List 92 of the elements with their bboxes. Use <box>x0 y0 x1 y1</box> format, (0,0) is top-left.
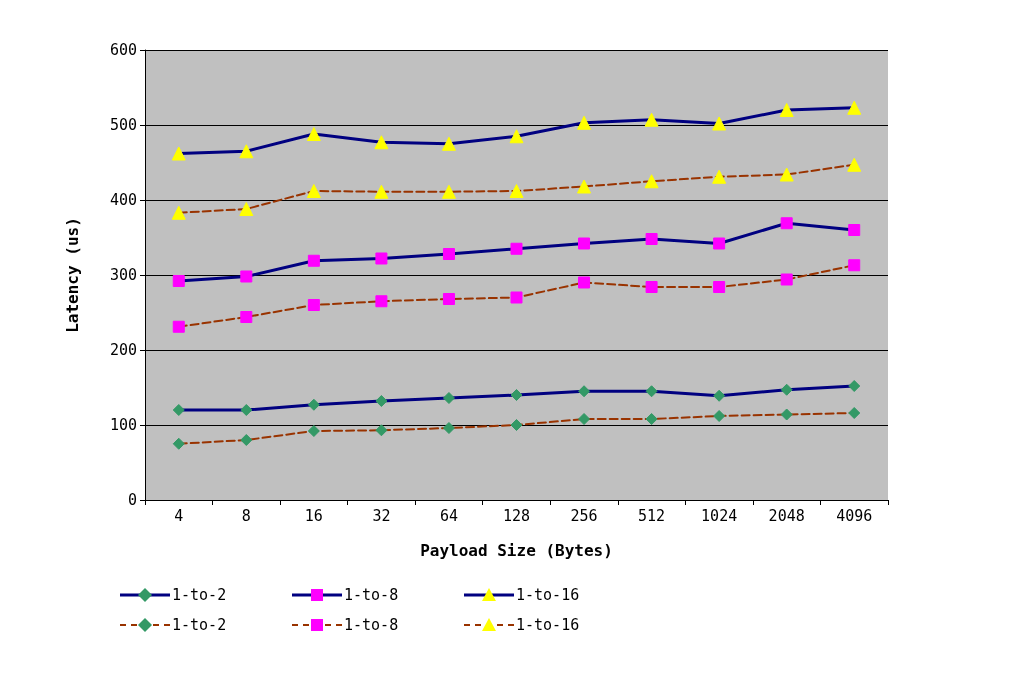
x-tick-label: 32 <box>372 506 391 525</box>
point <box>510 291 523 304</box>
point <box>510 242 523 255</box>
point <box>172 404 185 416</box>
point <box>712 169 727 184</box>
point <box>578 237 591 250</box>
point <box>240 434 253 446</box>
legend-label: 1-to-2 <box>172 616 227 634</box>
point <box>307 299 320 311</box>
legend-label: 1-to-8 <box>344 616 399 634</box>
y-tick-label: 100 <box>109 416 137 434</box>
y-axis-title: Latency (us) <box>62 217 82 333</box>
point <box>442 293 455 305</box>
point <box>171 146 186 161</box>
point <box>239 202 254 216</box>
point <box>375 252 388 265</box>
point <box>712 116 727 131</box>
point <box>644 112 659 127</box>
x-tick-label: 2048 <box>768 506 805 525</box>
point <box>577 179 592 194</box>
point <box>441 136 456 151</box>
point <box>848 259 861 272</box>
y-tick-label: 300 <box>109 266 137 284</box>
point <box>375 395 388 407</box>
point <box>375 295 388 308</box>
point <box>645 233 658 245</box>
point <box>172 275 185 287</box>
point <box>848 407 861 419</box>
point <box>442 392 455 404</box>
legend-label: 1-to-16 <box>516 586 580 604</box>
point <box>306 127 321 141</box>
point <box>578 276 591 289</box>
point <box>713 281 726 293</box>
x-tick-label: 8 <box>241 506 251 525</box>
point <box>375 424 388 437</box>
point <box>578 385 591 398</box>
point <box>442 422 455 434</box>
point <box>644 174 659 189</box>
point <box>171 205 186 220</box>
point <box>240 311 253 323</box>
point <box>510 419 523 431</box>
legend-label: 1-to-16 <box>516 616 580 634</box>
y-tick-label: 0 <box>127 491 137 509</box>
point <box>847 157 862 172</box>
point <box>510 389 523 401</box>
point <box>847 100 862 115</box>
point <box>442 248 455 260</box>
point <box>713 237 726 250</box>
point <box>374 184 389 199</box>
point <box>509 184 524 198</box>
y-tick-label: 400 <box>109 191 137 209</box>
point <box>780 383 793 396</box>
point <box>848 224 861 236</box>
point <box>172 320 185 333</box>
point <box>780 217 793 230</box>
x-tick-label: 4096 <box>836 506 873 525</box>
point <box>645 385 658 398</box>
y-tick-label: 600 <box>109 41 137 59</box>
point <box>374 135 389 150</box>
point <box>779 103 794 117</box>
point <box>306 184 321 198</box>
point <box>779 167 794 182</box>
point <box>848 380 861 392</box>
point <box>509 129 524 144</box>
point <box>240 404 253 416</box>
point <box>577 115 592 130</box>
x-tick-label: 64 <box>439 506 458 525</box>
point <box>713 389 726 402</box>
point <box>441 184 456 199</box>
x-tick-label: 128 <box>502 506 531 525</box>
point <box>307 254 320 267</box>
point <box>240 270 253 283</box>
x-tick-label: 4 <box>174 506 184 525</box>
x-tick-label: 1024 <box>701 506 738 525</box>
legend-label: 1-to-8 <box>344 586 399 604</box>
point <box>645 281 658 293</box>
point <box>645 413 658 425</box>
x-tick-label: 16 <box>304 506 323 525</box>
x-tick-label: 512 <box>638 506 666 525</box>
y-tick-label: 200 <box>109 341 137 359</box>
point <box>307 425 320 437</box>
x-tick-label: 256 <box>570 506 598 525</box>
point <box>172 437 185 450</box>
x-axis-title: Payload Size (Bytes) <box>420 540 613 560</box>
point <box>578 413 591 425</box>
point <box>239 144 254 159</box>
point <box>713 410 726 422</box>
point <box>780 408 793 421</box>
point <box>780 273 793 286</box>
y-tick-label: 500 <box>109 116 137 134</box>
legend-label: 1-to-2 <box>172 586 227 604</box>
point <box>307 398 320 411</box>
